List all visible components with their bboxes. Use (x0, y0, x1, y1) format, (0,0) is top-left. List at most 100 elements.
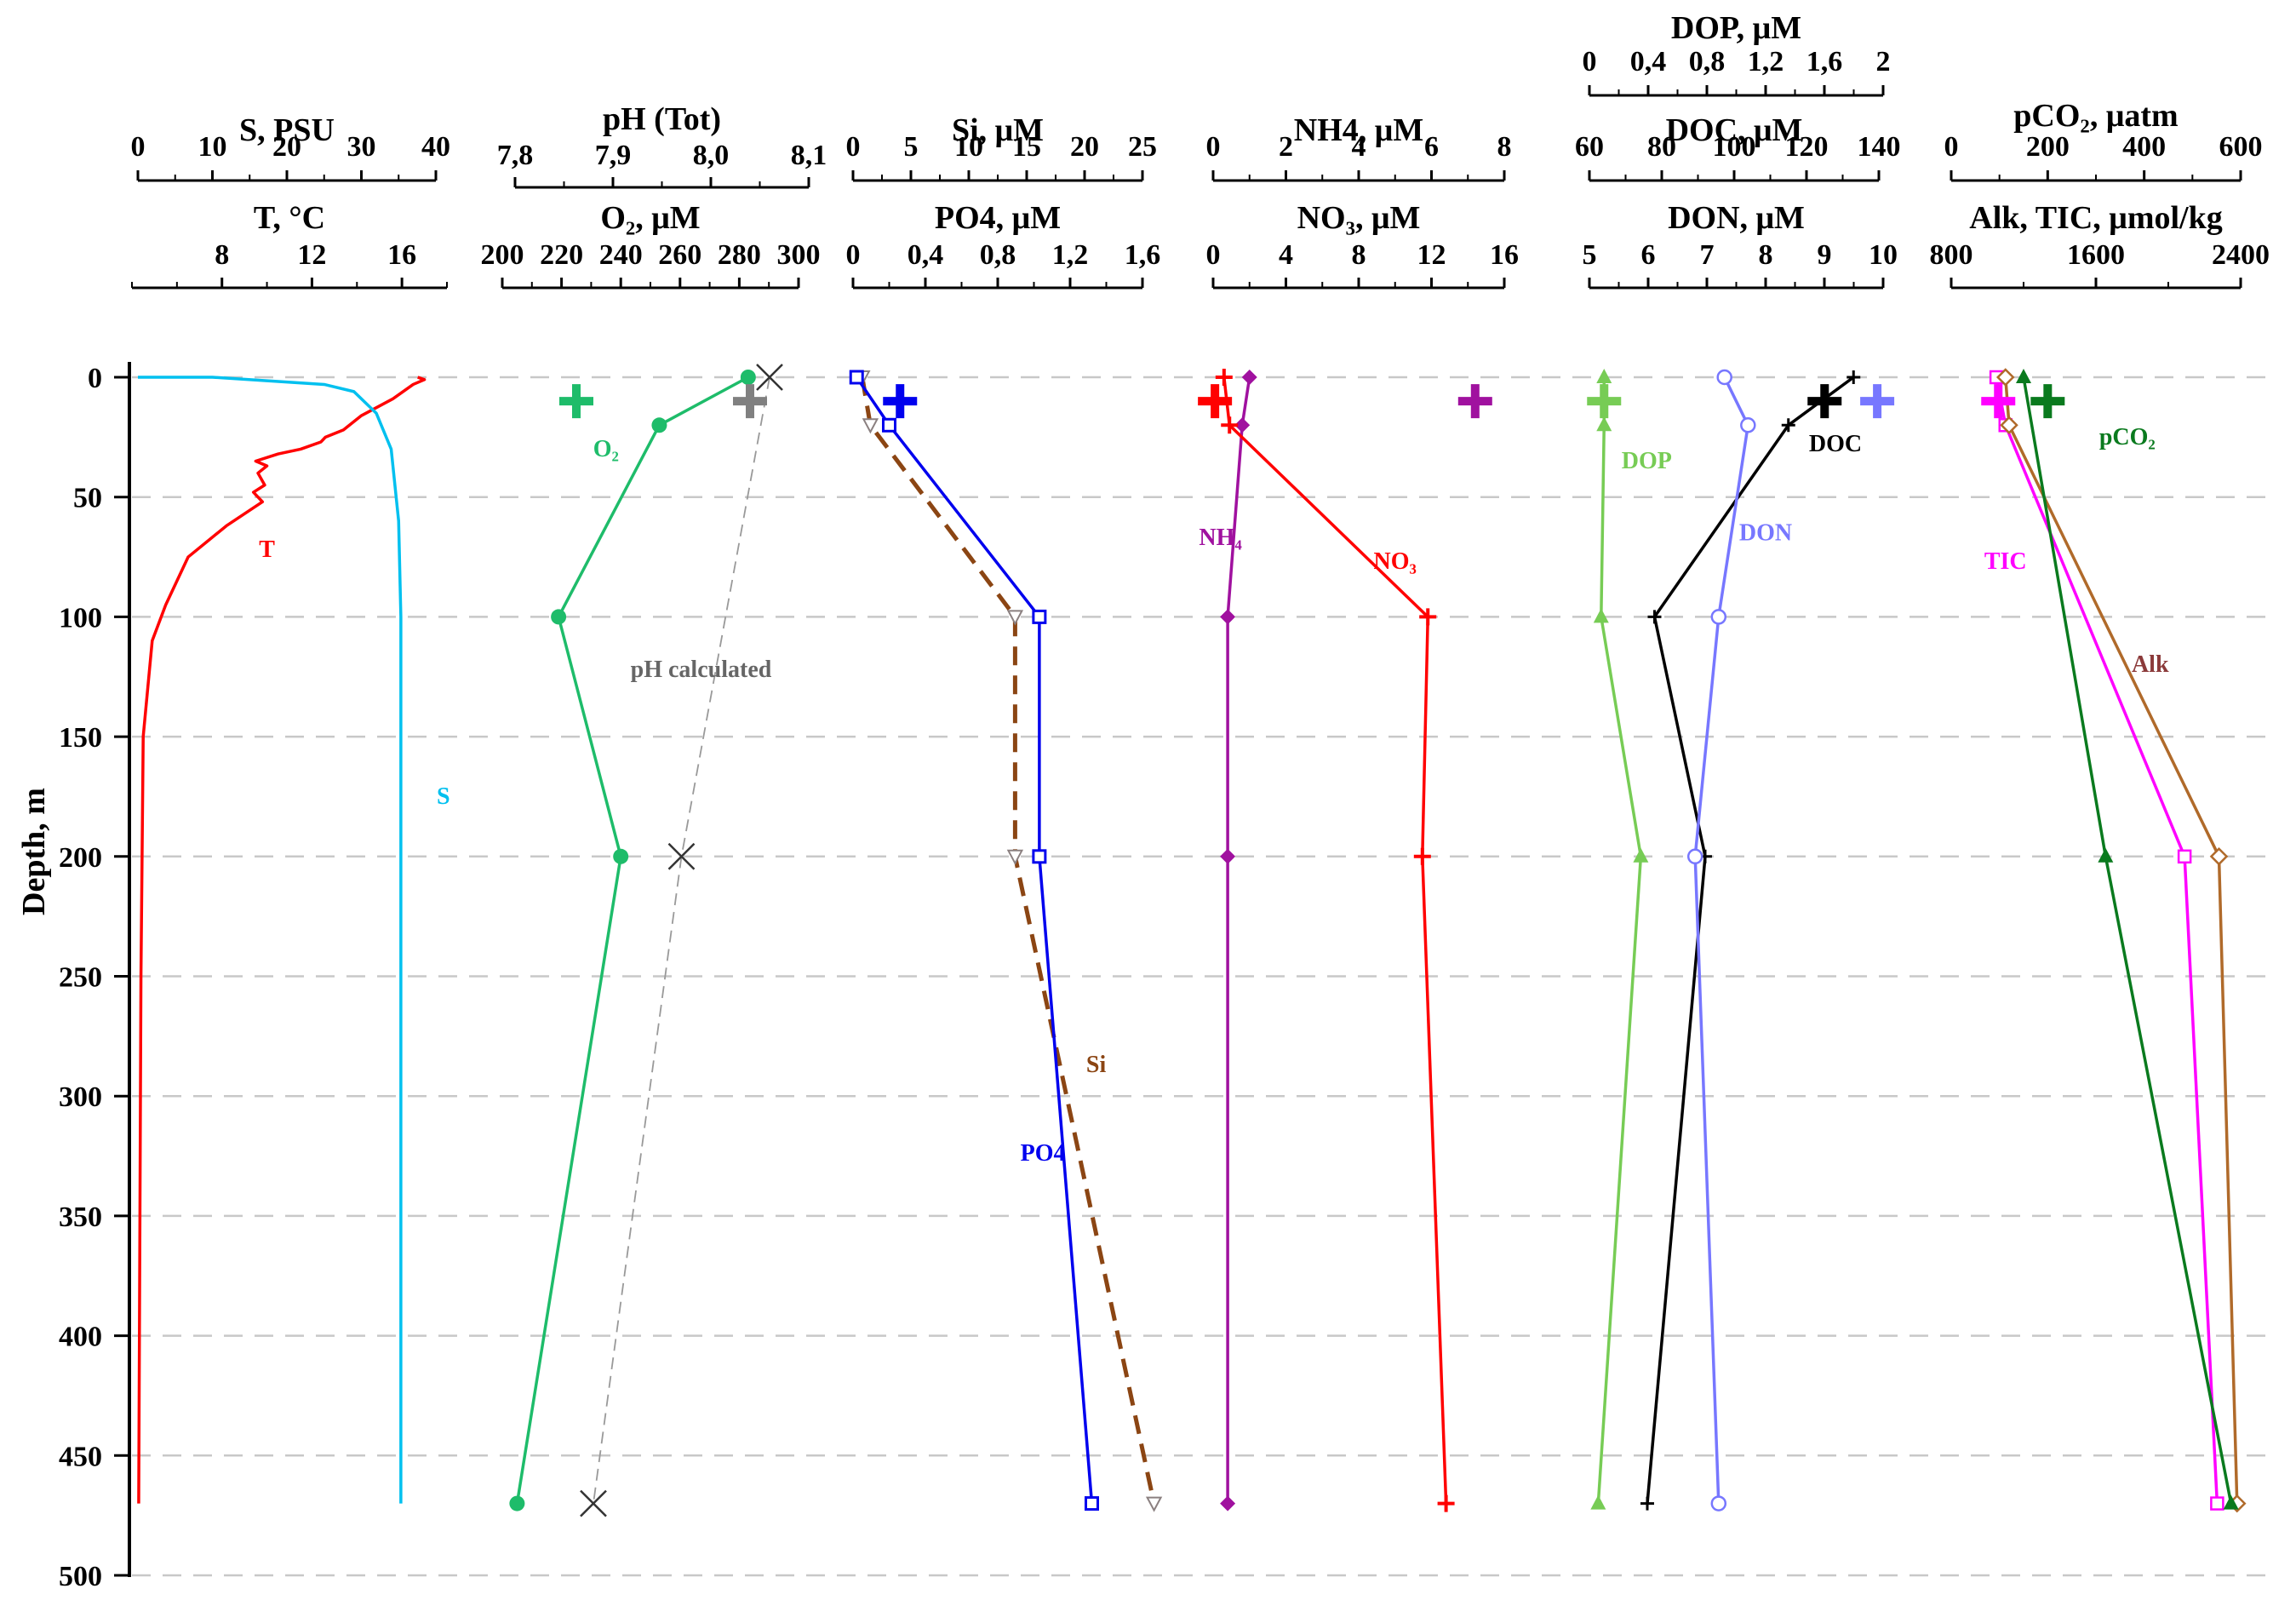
axis-tick-label: 8 (1352, 239, 1366, 271)
axis-tick-label: 7,9 (595, 140, 632, 171)
axis-ph: pH (Tot) 7,8 7,9 8,0 8,1 (497, 101, 827, 189)
axis-tick-label: 10 (1869, 239, 1898, 271)
axis-tick-label: 0,8 (1689, 46, 1726, 77)
series-line (860, 376, 1157, 1505)
series-t (137, 376, 427, 1504)
axis-title: O₂, μM (600, 200, 700, 236)
axis-tick-label: 1,6 (1125, 239, 1161, 271)
curve-label-nh: NH₄ (1199, 525, 1242, 551)
axis-tick-label: 120 (1785, 131, 1829, 163)
data-point (1596, 369, 1612, 383)
axis-tick-label: 280 (718, 239, 761, 271)
data-point (1032, 609, 1047, 624)
data-point (1085, 1496, 1099, 1511)
surface-marker-pco (2030, 384, 2065, 419)
y-tick-label: 100 (59, 602, 102, 634)
surface-marker-no3 (1198, 384, 1233, 419)
axis-tick-label: 600 (2219, 131, 2263, 163)
series-line (138, 376, 403, 1504)
data-point (1419, 608, 1437, 626)
data-point (2016, 369, 2031, 383)
data-point (2209, 847, 2229, 866)
data-point (1847, 370, 1861, 384)
data-point (740, 370, 756, 385)
curve-label-dop: DOP (1622, 448, 1672, 474)
data-point (849, 370, 864, 385)
data-point (756, 364, 783, 391)
curve-label-doc: DOC (1809, 431, 1862, 457)
axis-t: T, °C 8 12 16 (131, 200, 448, 290)
series-line (137, 376, 427, 1504)
axis-title: pH (Tot) (603, 101, 721, 137)
series-s (138, 376, 403, 1504)
data-point (1716, 369, 1732, 386)
data-point (1145, 1496, 1163, 1512)
axis-tick-label: 6 (1641, 239, 1656, 271)
series-tic (1989, 370, 2224, 1511)
data-point (1593, 608, 1609, 623)
data-point (1596, 416, 1612, 432)
axis-pco2: pCO₂, μatm 0 200 400 600 (1944, 98, 2263, 182)
axis-o2: O₂, μM 200 220 240 260 280 300 (481, 200, 821, 290)
axis-doc: DOC, μM 60 80 100 120 140 (1575, 112, 1901, 182)
axis-tick-label: 1,6 (1806, 46, 1843, 77)
y-tick-label: 200 (59, 842, 102, 874)
axis-tick-label: 30 (347, 131, 376, 163)
series-o (509, 370, 756, 1511)
data-point (1220, 609, 1236, 625)
curve-label-tic: TIC (1984, 548, 2027, 575)
axis-tick-label: 60 (1575, 131, 1604, 163)
axis-don: DON, μM 5 6 7 8 9 10 (1583, 200, 1898, 290)
data-point (1590, 1494, 1606, 1510)
axis-tick-label: 25 (1128, 131, 1157, 163)
data-point (1686, 848, 1703, 865)
curve-label-t: T (259, 536, 275, 563)
axis-tick-label: 0 (131, 131, 146, 163)
axis-tick-label: 4 (1279, 239, 1293, 271)
data-point (1647, 610, 1662, 624)
axis-tick-label: 220 (540, 239, 583, 271)
axis-s: S, PSU 0 10 20 30 40 (131, 112, 450, 182)
data-point (2177, 849, 2192, 864)
y-tick-label: 0 (88, 363, 102, 394)
data-point (651, 417, 667, 433)
axis-tick-label: 8 (1759, 239, 1773, 271)
series-line (1596, 377, 1643, 1504)
data-point (580, 1489, 607, 1517)
data-point (1437, 1494, 1455, 1512)
y-tick-label: 500 (59, 1561, 102, 1592)
axis-title: DOP, μM (1671, 10, 1801, 46)
series-si (854, 370, 1163, 1512)
curve-label-po4: PO4 (1021, 1140, 1066, 1167)
data-point (551, 609, 567, 625)
data-point (1032, 849, 1047, 864)
data-point (1006, 610, 1024, 626)
axis-tick-label: 7,8 (497, 140, 534, 171)
axis-si: Si, μM 0 5 10 15 20 25 (846, 112, 1157, 182)
surface-marker-ph (733, 384, 767, 419)
axis-tick-label: 300 (777, 239, 821, 271)
data-point (1234, 417, 1251, 433)
axis-tick-label: 200 (481, 239, 524, 271)
axis-nh4: NH4, μM 0 2 4 6 8 (1206, 112, 1512, 182)
axis-title: PO4, μM (935, 200, 1061, 236)
axis-tick-label: 8 (215, 239, 229, 271)
series-doc (1640, 370, 1861, 1511)
data-point (1006, 849, 1024, 865)
axis-tick-label: 260 (658, 239, 701, 271)
surface-marker-nh4 (1457, 384, 1492, 419)
axis-tick-label: 2 (1279, 131, 1293, 163)
axis-tick-label: 10 (954, 131, 983, 163)
curve-label-pco: pCO₂ (2099, 424, 2156, 450)
series-pco (2016, 369, 2239, 1510)
axis-tick-label: 5 (1583, 239, 1597, 271)
y-tick-label: 300 (59, 1081, 102, 1113)
series-nh4 (1220, 370, 1257, 1511)
series-line (1646, 376, 1855, 1504)
axis-title: S, PSU (239, 112, 335, 148)
axis-po4: PO4, μM 0 0,4 0,8 1,2 1,6 (846, 200, 1161, 290)
axis-tick-label: 8,0 (693, 140, 730, 171)
curve-label-s: S (437, 783, 450, 810)
